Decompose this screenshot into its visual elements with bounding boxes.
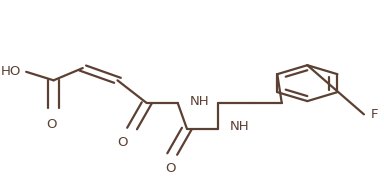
Text: HO: HO	[0, 65, 21, 78]
Text: O: O	[118, 136, 128, 149]
Text: O: O	[46, 118, 57, 131]
Text: NH: NH	[189, 95, 209, 108]
Text: O: O	[165, 162, 175, 175]
Text: F: F	[371, 108, 378, 121]
Text: NH: NH	[230, 120, 249, 133]
